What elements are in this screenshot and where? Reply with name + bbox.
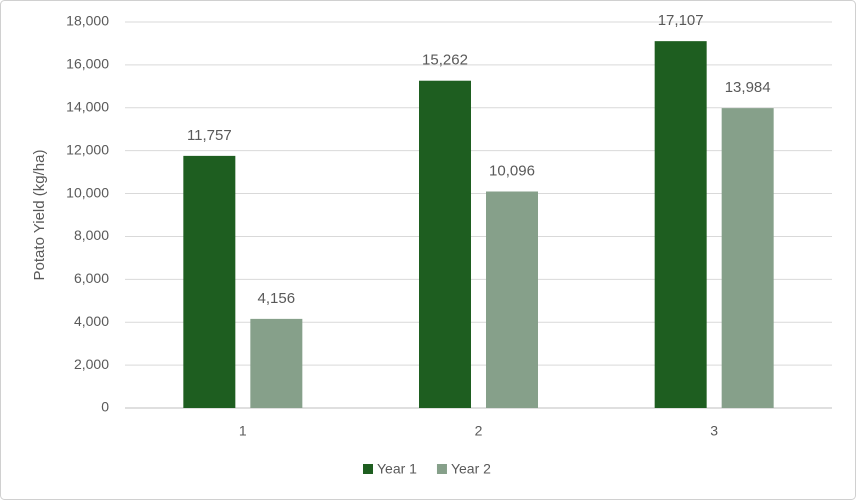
y-tick-label: 16,000 bbox=[66, 56, 109, 72]
value-label: 13,984 bbox=[725, 79, 771, 96]
legend-label: Year 1 bbox=[377, 461, 417, 477]
y-tick-label: 12,000 bbox=[66, 141, 109, 157]
x-tick-label: 2 bbox=[475, 423, 483, 439]
y-tick-label: 8,000 bbox=[74, 227, 109, 243]
value-label: 15,262 bbox=[422, 52, 468, 69]
bar bbox=[654, 41, 707, 408]
y-tick-label: 10,000 bbox=[66, 184, 109, 200]
y-tick-label: 6,000 bbox=[74, 270, 109, 286]
value-label: 17,107 bbox=[658, 12, 704, 29]
y-axis-title: Potato Yield (kg/ha) bbox=[31, 150, 48, 281]
y-tick-label: 4,000 bbox=[74, 313, 109, 329]
bar bbox=[486, 191, 538, 408]
x-tick-label: 1 bbox=[239, 423, 247, 439]
value-label: 4,156 bbox=[258, 290, 296, 307]
y-tick-label: 0 bbox=[101, 399, 109, 415]
x-tick-label: 3 bbox=[710, 423, 718, 439]
legend-swatch bbox=[436, 464, 447, 474]
bar bbox=[721, 108, 774, 409]
value-label: 10,096 bbox=[489, 162, 535, 179]
y-tick-label: 2,000 bbox=[74, 356, 109, 372]
legend-swatch bbox=[363, 464, 373, 474]
bar bbox=[419, 80, 471, 408]
y-tick-label: 14,000 bbox=[66, 98, 109, 114]
y-tick-label: 18,000 bbox=[66, 13, 109, 29]
legend-label: Year 2 bbox=[451, 461, 491, 477]
bar bbox=[250, 318, 303, 408]
value-label: 11,757 bbox=[187, 127, 232, 144]
bar bbox=[183, 155, 236, 408]
